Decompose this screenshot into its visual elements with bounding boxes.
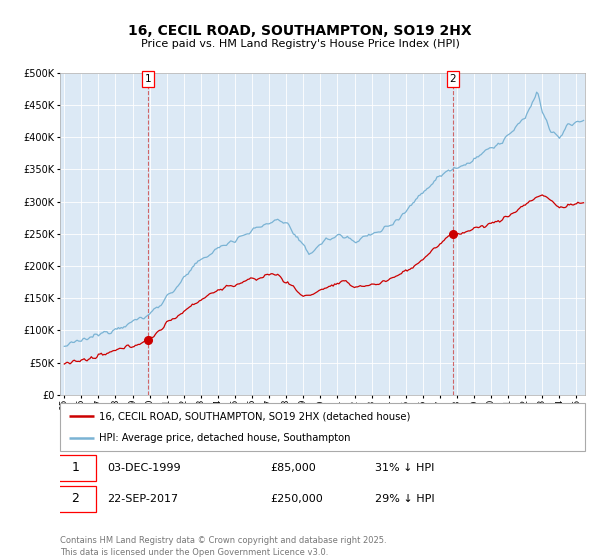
Text: £85,000: £85,000: [270, 463, 316, 473]
Text: 29% ↓ HPI: 29% ↓ HPI: [375, 494, 434, 503]
FancyBboxPatch shape: [55, 486, 96, 512]
Text: 03-DEC-1999: 03-DEC-1999: [107, 463, 181, 473]
Text: Price paid vs. HM Land Registry's House Price Index (HPI): Price paid vs. HM Land Registry's House …: [140, 39, 460, 49]
Text: 2: 2: [71, 492, 79, 505]
Text: £250,000: £250,000: [270, 494, 323, 503]
Text: Contains HM Land Registry data © Crown copyright and database right 2025.
This d: Contains HM Land Registry data © Crown c…: [60, 536, 386, 557]
FancyBboxPatch shape: [60, 403, 585, 451]
Text: HPI: Average price, detached house, Southampton: HPI: Average price, detached house, Sout…: [100, 433, 351, 443]
Text: 2: 2: [449, 74, 456, 84]
Text: 1: 1: [71, 461, 79, 474]
Text: 16, CECIL ROAD, SOUTHAMPTON, SO19 2HX (detached house): 16, CECIL ROAD, SOUTHAMPTON, SO19 2HX (d…: [100, 411, 411, 421]
FancyBboxPatch shape: [55, 455, 96, 480]
Text: 22-SEP-2017: 22-SEP-2017: [107, 494, 178, 503]
Text: 31% ↓ HPI: 31% ↓ HPI: [375, 463, 434, 473]
Text: 16, CECIL ROAD, SOUTHAMPTON, SO19 2HX: 16, CECIL ROAD, SOUTHAMPTON, SO19 2HX: [128, 24, 472, 38]
Text: 1: 1: [145, 74, 152, 84]
